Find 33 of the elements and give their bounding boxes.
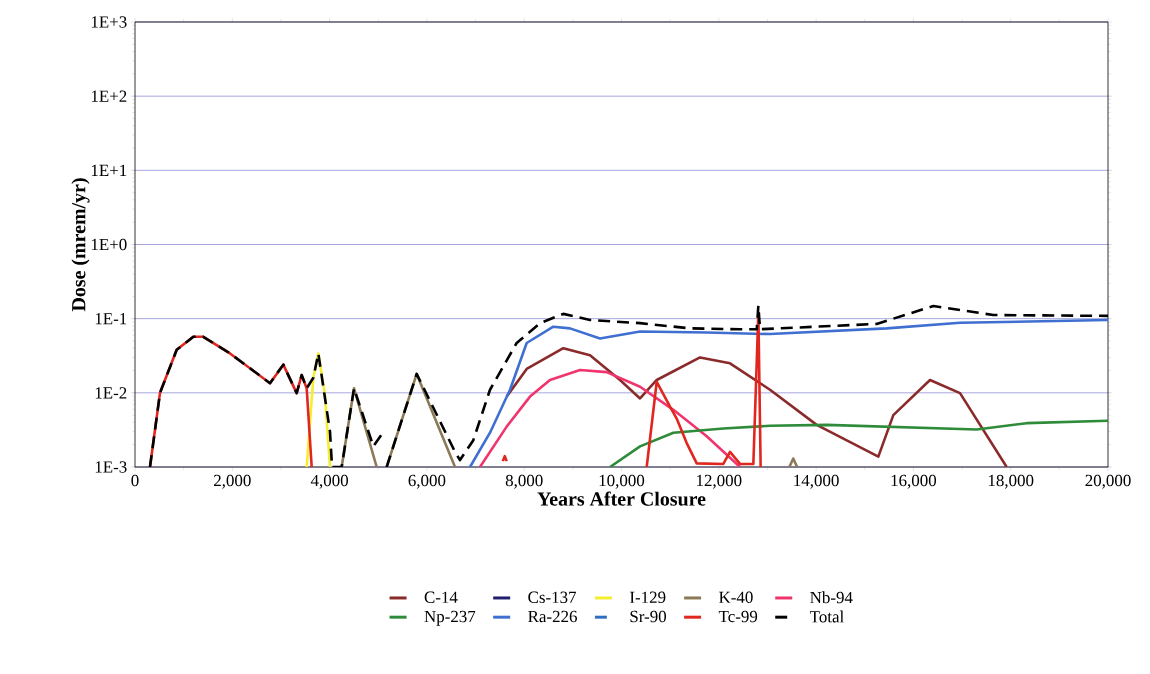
y-tick-label: 1E+0 xyxy=(91,238,127,251)
y-axis-title: Dose (mrem/yr) xyxy=(71,178,90,312)
x-tick-label: 10,000 xyxy=(599,474,645,489)
y-tick-label: 1E-2 xyxy=(95,387,127,399)
y-tick-label: 1E+1 xyxy=(91,164,127,176)
line-series xyxy=(608,419,1109,467)
legend-label: Sr-90 xyxy=(630,610,667,623)
legend-label: Nb-94 xyxy=(810,591,853,604)
legend-label: C-14 xyxy=(424,591,458,603)
line-series xyxy=(468,318,1109,467)
x-tick-label: 0 xyxy=(131,474,139,487)
x-tick-label: 16,000 xyxy=(891,474,937,489)
legend-label: I-129 xyxy=(629,591,666,603)
legend-label: Total xyxy=(809,610,844,623)
legend-label: K-40 xyxy=(719,591,753,604)
x-tick-label: 8,000 xyxy=(505,474,543,489)
y-tick-label: 1E+2 xyxy=(91,90,127,102)
y-tick-label: 1E+3 xyxy=(91,16,127,28)
line-series xyxy=(478,368,742,467)
x-tick-label: 6,000 xyxy=(408,474,446,489)
legend-label: Ra-226 xyxy=(528,610,577,623)
y-tick-label: 1E-1 xyxy=(95,313,127,325)
x-tick-label: 20,000 xyxy=(1085,474,1131,489)
legend-label: Np-237 xyxy=(424,610,476,626)
x-tick-label: 12,000 xyxy=(697,474,742,489)
y-tick-label: 1E-3 xyxy=(95,461,127,473)
x-tick-label: 18,000 xyxy=(988,474,1034,489)
x-tick-label: 2,000 xyxy=(214,474,251,489)
x-tick-label: 4,000 xyxy=(310,474,349,489)
x-tick-label: 14,000 xyxy=(794,474,839,489)
legend-label: Cs-137 xyxy=(528,591,577,603)
x-axis-title: Years After Closure xyxy=(537,491,706,506)
legend-label: Tc-99 xyxy=(718,610,758,623)
